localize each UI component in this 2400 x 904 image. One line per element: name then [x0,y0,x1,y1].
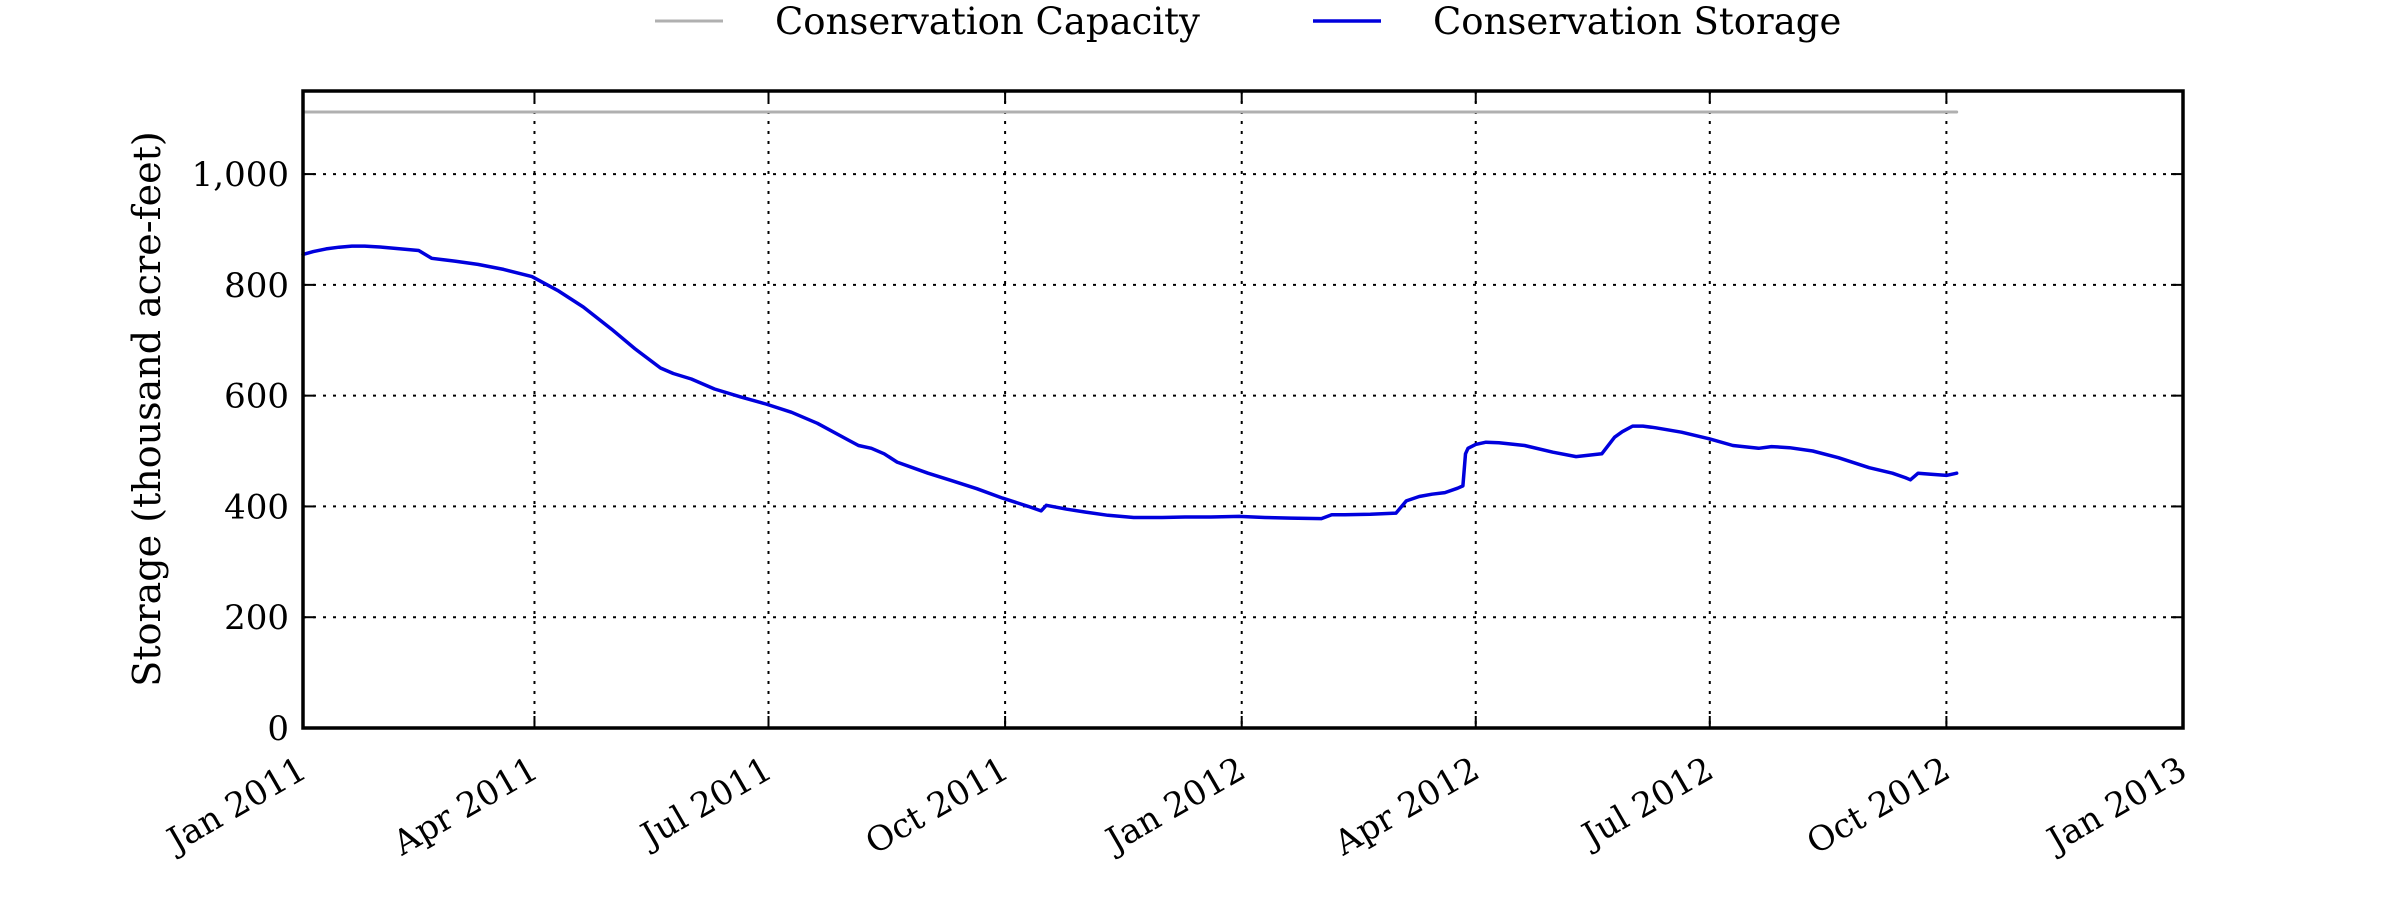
plot-frame [301,89,2185,730]
series-layer [301,110,1959,521]
x-tick-label: Oct 2012 [1800,749,1957,863]
y-tick-label: 800 [224,266,289,306]
y-axis-label: Storage (thousand acre-feet) [125,131,169,686]
x-tick-label: Jul 2011 [632,749,779,857]
series-line-conservation-storage [301,244,1959,521]
y-tick-label: 400 [224,487,289,527]
x-tick-label: Jan 2013 [2038,749,2193,862]
x-axis: Jan 2011 Apr 2011 Jul 2011 Oct 2011 Jan 2012… [158,91,2194,864]
grid [303,91,2183,728]
x-tick-label: Jan 2012 [1097,749,1252,862]
x-tick-label: Apr 2012 [1327,749,1486,864]
y-tick-label: 200 [224,598,289,638]
y-tick-label: 1,000 [192,155,289,195]
x-tick-label: Apr 2011 [386,749,545,864]
y-tick-label: 600 [224,377,289,417]
y-axis: 0 200 400 600 800 1,000 [192,155,2183,749]
x-tick-label: Oct 2011 [859,749,1016,863]
legend-label: Conservation Storage [1433,0,1841,43]
legend-label: Conservation Capacity [775,0,1200,43]
y-tick-label: 0 [267,709,289,749]
x-tick-label: Jan 2011 [158,749,313,862]
x-tick-label: Jul 2012 [1573,749,1720,857]
legend: Conservation Capacity Conservation Storag… [655,0,1841,43]
